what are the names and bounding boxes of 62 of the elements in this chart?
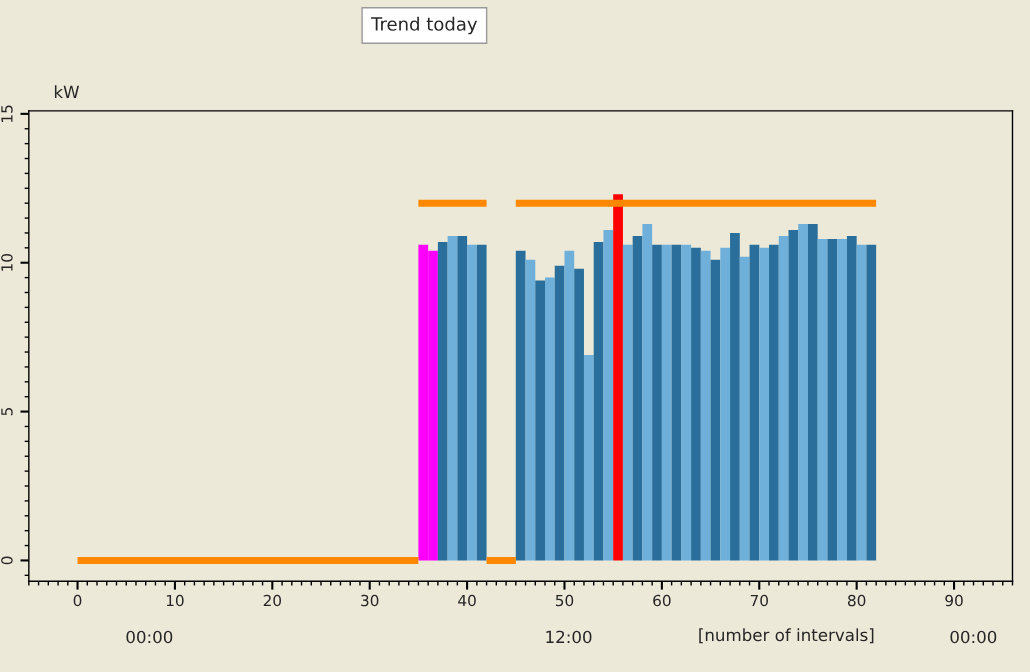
y-axis-title: kW — [54, 85, 80, 99]
bar — [554, 265, 565, 561]
bar — [545, 277, 555, 561]
bar — [476, 244, 487, 561]
bar — [778, 235, 789, 561]
x-axis-title: [number of intervals] — [699, 628, 874, 644]
x-tick-label: 20 — [263, 594, 282, 607]
x-tick-label: 50 — [555, 594, 574, 607]
bar — [817, 238, 828, 561]
bar — [515, 250, 526, 561]
x-tick-label: 40 — [458, 594, 476, 607]
bar — [467, 244, 477, 561]
bar — [700, 250, 711, 561]
bar — [525, 259, 536, 561]
x-tick-label: 80 — [847, 594, 866, 607]
bar — [622, 244, 633, 561]
bar — [769, 244, 779, 561]
x-tick-label: 70 — [750, 594, 768, 607]
bar — [437, 241, 448, 561]
bar — [632, 235, 643, 561]
chart-title: Trend today — [371, 16, 478, 35]
bar — [564, 250, 575, 561]
bar — [730, 232, 740, 561]
bar — [691, 247, 701, 561]
x-tick-label: 90 — [945, 594, 963, 607]
bar — [652, 244, 662, 561]
bar — [574, 268, 584, 561]
x-tick-label: 10 — [166, 594, 184, 607]
bar — [837, 238, 847, 561]
x-tick-label: 30 — [361, 594, 379, 607]
bar — [846, 235, 857, 561]
bar — [798, 224, 808, 561]
bar — [457, 235, 468, 561]
bar — [759, 247, 770, 561]
bar — [583, 355, 594, 561]
bar — [749, 244, 760, 561]
bar — [710, 259, 721, 561]
text: 12:00 — [546, 630, 592, 644]
text: 00:00 — [126, 630, 173, 644]
bar — [671, 244, 682, 561]
bar — [603, 229, 614, 561]
y-tick-label: 5 — [1, 408, 13, 416]
bar — [613, 194, 623, 561]
x-tick-label: 0 — [73, 594, 82, 607]
bar — [866, 244, 877, 561]
bar — [593, 241, 604, 561]
bar — [827, 238, 838, 561]
bar — [739, 256, 750, 561]
bar — [856, 244, 867, 561]
bar — [447, 235, 458, 561]
text: 00:00 — [950, 630, 997, 644]
bar — [642, 224, 653, 561]
bar — [788, 229, 799, 561]
y-tick-label: 15 — [1, 105, 13, 122]
y-tick-label: 10 — [1, 254, 13, 271]
bar — [807, 224, 818, 561]
bar — [681, 244, 692, 561]
x-tick-label: 60 — [653, 594, 671, 607]
bar — [535, 280, 546, 561]
y-tick-label: 0 — [1, 556, 13, 565]
bar — [720, 247, 731, 561]
bar — [661, 244, 672, 561]
